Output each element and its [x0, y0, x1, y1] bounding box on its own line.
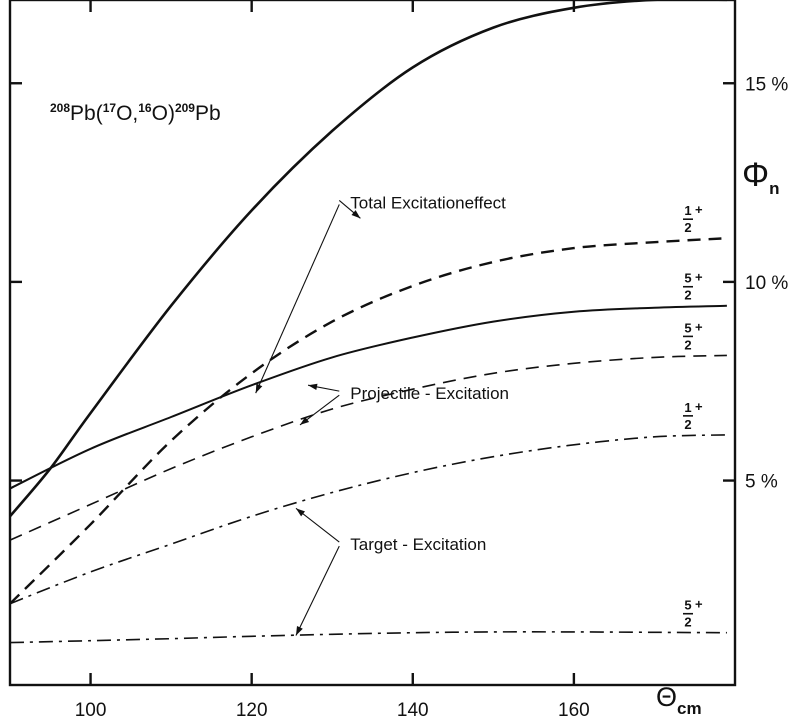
- ticks-layer: 100 120 140 160 5 % 10 % 15 %: [10, 0, 788, 721]
- y-axis-label: Φn: [742, 156, 780, 198]
- spin-tag-numerator: 5: [684, 271, 691, 286]
- x-tick-label: 100: [75, 700, 107, 721]
- title-mass-a: 208: [50, 101, 70, 115]
- spin-tag-denominator: 2: [684, 220, 691, 235]
- spin-tag-denominator: 2: [684, 417, 691, 432]
- chart-title: 208Pb(17O,16O)209Pb: [50, 101, 221, 125]
- title-sym-b: O,: [116, 102, 138, 125]
- title-mass-c: 16: [138, 101, 152, 115]
- annotation-label-1: Total Excitationeffect: [350, 193, 506, 212]
- annotation-arrow-head: [300, 416, 310, 425]
- spin-tag-plus: +: [695, 202, 703, 217]
- spin-tag-plus: +: [695, 319, 703, 334]
- annotation-arrow-head: [308, 383, 318, 390]
- spin-tag-plus: +: [695, 270, 703, 285]
- spin-tag-plus: +: [695, 399, 703, 414]
- annotation-label-2: Projectile - Excitation: [350, 384, 509, 403]
- series-line-4: [9, 354, 727, 541]
- x-axis-label-sub: cm: [677, 699, 702, 718]
- spin-tag-6: 5 2 +: [683, 597, 703, 630]
- y-tick-label: 5 %: [745, 472, 778, 493]
- series-line-2: [9, 237, 727, 605]
- title-sym-d: Pb: [195, 102, 221, 125]
- series-layer: [9, 0, 727, 644]
- series-line-6: [9, 631, 727, 644]
- spin-tag-denominator: 2: [684, 288, 691, 303]
- plot-frame: [8, 0, 737, 687]
- spin-tag-2: 1 2 +: [683, 202, 703, 235]
- x-tick-label: 120: [236, 700, 268, 721]
- spin-tag-denominator: 2: [684, 337, 691, 352]
- y-tick-label: 15 %: [745, 74, 788, 95]
- series-line-5: [9, 434, 727, 605]
- title-mass-d: 209: [175, 101, 195, 115]
- annotation-arrow-line: [295, 507, 340, 543]
- annotation-arrow-head: [295, 626, 303, 636]
- spin-tag-denominator: 2: [684, 615, 691, 630]
- y-axis-label-sub: n: [769, 179, 779, 198]
- y-tick-label: 10 %: [745, 273, 788, 294]
- annotation-arrow-head: [351, 210, 361, 219]
- series-line-1: [9, 0, 727, 518]
- spin-tag-4: 5 2 +: [683, 319, 703, 352]
- tags-layer: 12+12+52+52+12+52+: [683, 202, 703, 630]
- spin-tag-5: 1 2 +: [683, 399, 703, 432]
- annotation-label-3: Target - Excitation: [350, 535, 486, 554]
- annotations-layer: Total Excitationeffect Projectile - Excit…: [255, 193, 509, 636]
- annotation-arrow-line: [295, 545, 340, 636]
- title-sym-c: O): [152, 102, 175, 125]
- spin-tag-numerator: 5: [684, 598, 691, 613]
- x-axis-label-main: Θ: [656, 682, 677, 712]
- spin-tag-numerator: 1: [684, 400, 691, 415]
- y-axis-label-main: Φ: [742, 156, 769, 194]
- spin-tag-numerator: 5: [684, 320, 691, 335]
- title-mass-b: 17: [103, 101, 117, 115]
- spin-tag-numerator: 1: [684, 203, 691, 218]
- title-sym-a: Pb(: [70, 102, 103, 125]
- x-tick-label: 160: [558, 700, 590, 721]
- spin-tag-3: 5 2 +: [683, 270, 703, 303]
- x-axis-label: Θcm: [656, 682, 702, 718]
- x-tick-label: 140: [397, 700, 429, 721]
- spin-tag-plus: +: [695, 597, 703, 612]
- annotation-arrow-line: [255, 204, 340, 394]
- series-line-3: [9, 304, 727, 490]
- annotation-arrow-head: [255, 383, 263, 394]
- annotation-arrow-head: [295, 508, 305, 517]
